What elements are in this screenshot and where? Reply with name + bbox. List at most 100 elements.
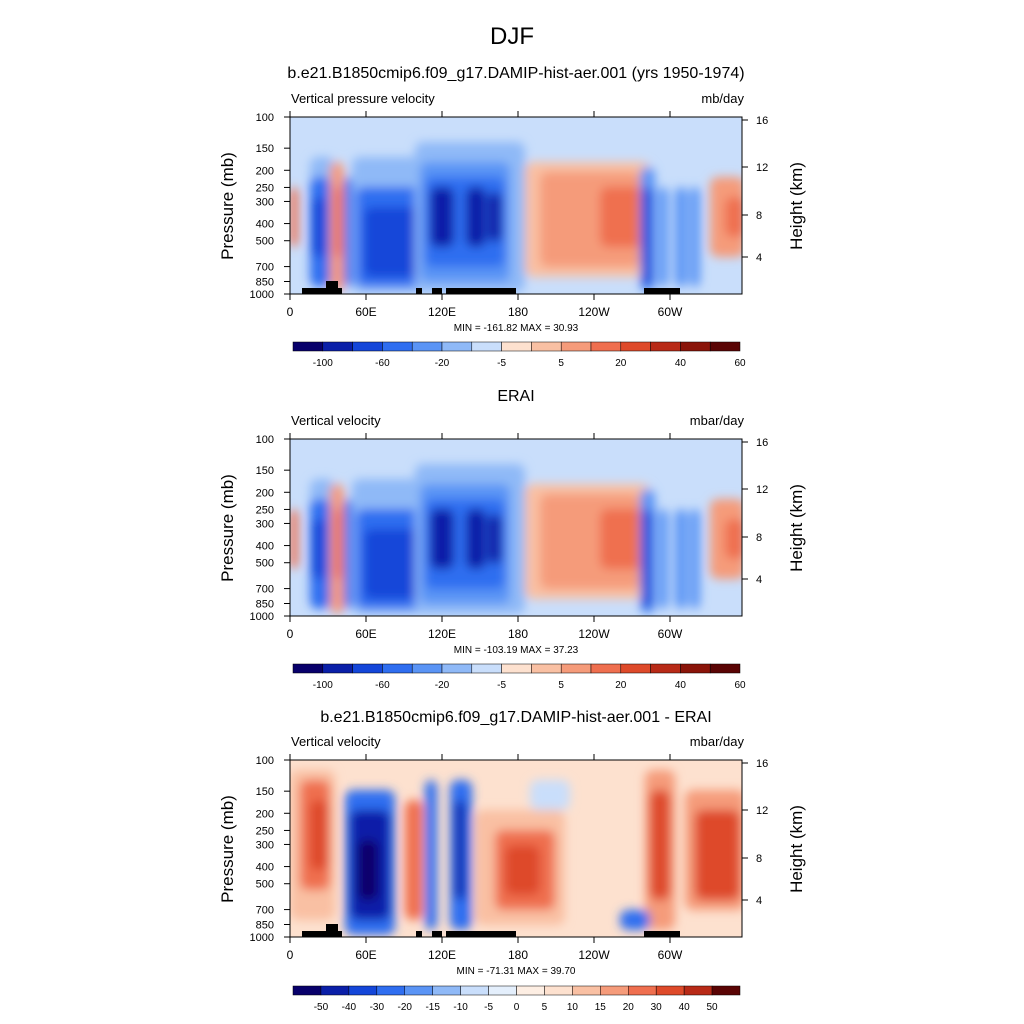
colorbar-label: -50 (314, 1002, 329, 1013)
y-tick-label: 150 (256, 786, 274, 798)
y-tick-label: 700 (256, 584, 274, 596)
y-tick-label: 100 (256, 755, 274, 767)
colorbar-swatch (516, 985, 545, 996)
variable-label: Vertical velocity (291, 413, 381, 428)
y-tick-label: 300 (256, 518, 274, 530)
contour-region (600, 509, 645, 569)
contour-region (690, 187, 700, 287)
colorbar-label: 5 (558, 358, 564, 369)
colorbar-swatch (683, 985, 713, 996)
colorbar-swatch (322, 663, 353, 674)
colorbar-label: -40 (342, 1002, 357, 1013)
contour-region (505, 845, 540, 895)
x-tick-label: 0 (287, 627, 294, 641)
y2-tick-label: 4 (756, 574, 762, 586)
y2-tick-label: 12 (756, 805, 768, 817)
units-label: mbar/day (690, 413, 745, 428)
contour-region (675, 187, 687, 287)
colorbar-swatch (501, 341, 532, 352)
y2-axis-label: Height (km) (787, 805, 806, 893)
colorbar-swatch (560, 341, 592, 352)
colorbar-swatch (411, 341, 443, 352)
colorbar-swatch (292, 985, 322, 996)
contour-region (690, 509, 700, 609)
y-tick-label: 100 (256, 112, 274, 124)
units-label: mb/day (701, 91, 744, 106)
colorbar-swatch (404, 985, 433, 996)
colorbar-swatch (352, 663, 383, 674)
colorbar-swatch (441, 341, 473, 352)
colorbar-label: 50 (707, 1002, 719, 1013)
contour-blobs (290, 770, 742, 935)
colorbar-label: 60 (734, 358, 746, 369)
topography (432, 288, 442, 294)
y2-tick-label: 4 (756, 252, 762, 264)
colorbar-swatch (531, 663, 562, 674)
x-tick-label: 60W (658, 948, 683, 962)
colorbar-swatch (432, 985, 461, 996)
colorbar-label: 5 (542, 1002, 548, 1013)
x-tick-label: 180 (508, 627, 528, 641)
x-tick-label: 180 (508, 948, 528, 962)
colorbar-label: 40 (675, 358, 687, 369)
colorbar-swatch (560, 663, 592, 674)
y-tick-label: 1000 (250, 932, 274, 944)
x-tick-label: 120E (428, 305, 456, 319)
x-tick-label: 60W (658, 305, 683, 319)
contour-blobs (290, 142, 742, 292)
plot-frame (289, 438, 743, 617)
colorbar-swatch (680, 341, 711, 352)
colorbar-swatch (620, 663, 651, 674)
topography (446, 931, 516, 937)
topography (416, 931, 422, 937)
contour-field: 0 60E 120E 180 120W 60W 100 150 200 250 300 400 500 7… (250, 754, 768, 962)
contour-region (425, 780, 437, 930)
colorbar-label: -60 (375, 680, 390, 691)
colorbar-label: 5 (558, 680, 564, 691)
colorbar-swatch (655, 985, 685, 996)
y-tick-label: 850 (256, 277, 274, 289)
contour-region (334, 187, 342, 257)
topography (326, 281, 338, 294)
colorbar-swatch (471, 663, 502, 674)
y-tick-label: 500 (256, 879, 274, 891)
y-tick-label: 200 (256, 165, 274, 177)
y2-axis-label: Height (km) (787, 162, 806, 250)
y-tick-label: 400 (256, 541, 274, 553)
min-max-stats: MIN = -103.19 MAX = 37.23 (454, 645, 579, 656)
x-tick-label: 120E (428, 948, 456, 962)
contour-region (675, 509, 687, 609)
contour-region (312, 197, 326, 257)
colorbar-label: 40 (675, 680, 687, 691)
figure-title: DJF (490, 23, 534, 50)
colorbar: -100 -60 -20 -5 5 20 40 60 (292, 663, 746, 691)
colorbar-label: -15 (425, 1002, 440, 1013)
contour-region (405, 800, 423, 920)
colorbar-swatch (620, 341, 651, 352)
contour-region (650, 790, 670, 900)
panel-title: ERAI (497, 388, 534, 405)
contour-region (466, 187, 486, 247)
contour-region (488, 192, 502, 242)
y-tick-label: 500 (256, 558, 274, 570)
colorbar-swatch (628, 985, 657, 996)
colorbar-label: -30 (370, 1002, 385, 1013)
min-max-stats: MIN = -71.31 MAX = 39.70 (457, 966, 576, 977)
contour-region (658, 187, 668, 287)
contour-region (312, 519, 326, 579)
colorbar-label: -20 (435, 358, 450, 369)
colorbar-label: 30 (651, 1002, 663, 1013)
colorbar-label: 40 (679, 1002, 691, 1013)
plot-frame (289, 759, 743, 938)
y2-tick-label: 4 (756, 895, 762, 907)
colorbar-swatch (711, 985, 741, 996)
contour-region (358, 840, 378, 900)
colorbar-swatch (544, 985, 573, 996)
colorbar-swatch (709, 663, 741, 674)
y-tick-label: 250 (256, 825, 274, 837)
topography (644, 931, 680, 937)
contour-region (725, 519, 742, 559)
colorbar-swatch (531, 341, 562, 352)
colorbar-swatch (650, 341, 681, 352)
colorbar-swatch (382, 663, 413, 674)
